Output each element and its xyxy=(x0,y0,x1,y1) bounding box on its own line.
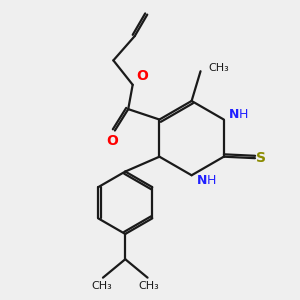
Text: S: S xyxy=(256,151,266,165)
Text: O: O xyxy=(136,69,148,83)
Text: CH₃: CH₃ xyxy=(208,63,229,73)
Text: H: H xyxy=(207,174,216,187)
Text: N: N xyxy=(229,108,239,121)
Text: CH₃: CH₃ xyxy=(139,281,159,291)
Text: N: N xyxy=(197,174,207,187)
Text: H: H xyxy=(239,108,249,121)
Text: CH₃: CH₃ xyxy=(91,281,112,291)
Text: O: O xyxy=(106,134,119,148)
